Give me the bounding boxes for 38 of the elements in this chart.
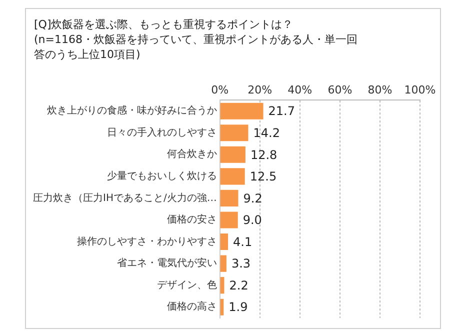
data-label: 9.0 — [242, 213, 262, 228]
y-tick-label: 省エネ・電気代が安い — [116, 257, 217, 270]
x-tick-label: 20% — [248, 83, 272, 96]
data-label: 9.2 — [243, 191, 262, 206]
bar — [220, 124, 248, 142]
data-label: 12.8 — [250, 148, 278, 162]
y-tick-label: 何合炊きか — [166, 148, 217, 160]
x-tick-label: 60% — [328, 83, 352, 96]
data-label: 12.5 — [250, 170, 277, 184]
y-tick-label: 圧力炊き（圧力IHであること/火力の強… — [32, 192, 217, 204]
bar — [220, 298, 224, 316]
bar — [220, 146, 246, 163]
data-label: 4.1 — [233, 234, 252, 249]
y-tick-label: 炊き上がりの食感・味が好みに合うか — [46, 104, 217, 117]
bar — [220, 102, 264, 120]
chart-title: [Q]炊飯器を選ぶ際、もっとも重視するポイントは？ — [34, 17, 294, 32]
bar — [220, 233, 228, 250]
data-label: 1.9 — [228, 300, 248, 314]
y-tick-label: デザイン、色 — [156, 278, 217, 291]
data-label: 2.2 — [229, 278, 248, 292]
x-tick-label: 0% — [211, 83, 229, 96]
y-tick-label: 日々の手入れのしやすさ — [106, 126, 217, 138]
x-tick-label: 100% — [404, 83, 436, 96]
bar — [220, 255, 226, 272]
data-label: 21.7 — [268, 104, 295, 118]
x-tick-label: 80% — [368, 83, 392, 96]
bar — [220, 277, 224, 294]
y-tick-label: 操作のしやすさ・わかりやすさ — [76, 235, 217, 248]
bar — [220, 168, 245, 185]
x-tick-label: 40% — [288, 83, 312, 96]
y-tick-label: 価格の安さ — [166, 214, 217, 226]
bar — [220, 190, 238, 206]
data-label: 3.3 — [231, 256, 251, 271]
y-tick-label: 価格の高さ — [166, 300, 217, 313]
chart-subtitle: (n=1168・炊飯器を持っていて、重視ポイントがある人・単一回答のうち上位10項目) — [34, 32, 358, 62]
data-label: 14.2 — [253, 126, 280, 140]
bar — [220, 212, 238, 228]
y-tick-label: 少量でもおいしく炊ける — [106, 170, 217, 182]
